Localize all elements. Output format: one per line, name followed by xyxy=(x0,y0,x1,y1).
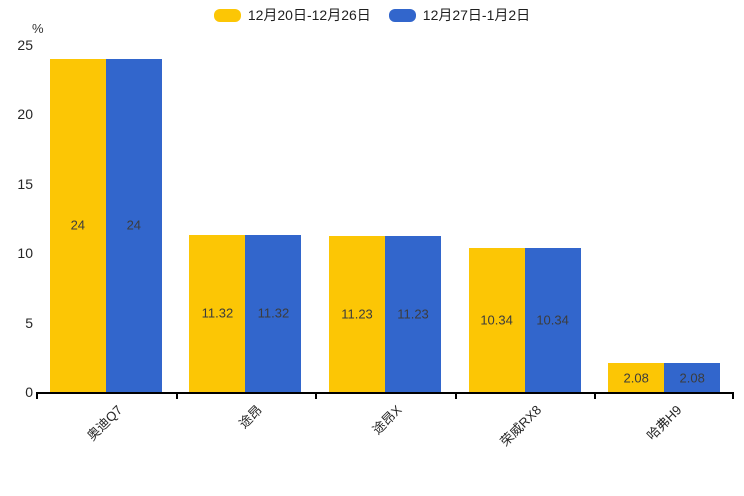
y-axis-tick-label: 5 xyxy=(25,314,33,331)
legend-swatch-week2-icon xyxy=(388,8,416,22)
y-axis-tick-label: 10 xyxy=(17,245,33,262)
y-axis-unit-label: % xyxy=(32,21,44,36)
x-axis-tick xyxy=(175,392,178,399)
x-axis-line xyxy=(36,392,734,394)
legend-label-week2: 12月27日-1月2日 xyxy=(422,7,531,23)
x-axis-tick xyxy=(454,392,457,399)
bar-哈弗H9-series2 xyxy=(664,363,721,392)
bar-value-label: 10.34 xyxy=(536,312,569,328)
x-axis-category-label: 途昂X xyxy=(369,402,405,438)
bar-途昂X-series1 xyxy=(329,236,385,392)
y-axis-tick-label: 25 xyxy=(17,37,33,53)
legend-item-week1[interactable]: 12月20日-12月26日 xyxy=(213,7,371,23)
legend-item-week2[interactable]: 12月27日-1月2日 xyxy=(388,7,531,23)
bar-value-label: 11.32 xyxy=(257,305,290,321)
x-axis-category-label: 途昂 xyxy=(236,402,266,432)
bar-value-label: 24 xyxy=(126,217,142,233)
bar-value-label: 11.23 xyxy=(397,306,429,322)
bar-哈弗H9-series1 xyxy=(608,363,665,392)
bar-value-label: 11.23 xyxy=(341,306,373,322)
bar-途昂-series2 xyxy=(245,234,302,392)
bar-value-label: 10.34 xyxy=(480,312,513,328)
bar-荣威RX8-series1 xyxy=(468,248,525,392)
bar-value-label: 2.08 xyxy=(679,370,705,386)
x-axis-tick xyxy=(594,392,597,399)
bar-value-label: 11.32 xyxy=(201,305,234,321)
legend-swatch-week1-icon xyxy=(213,8,241,22)
legend-label-week1: 12月20日-12月26日 xyxy=(247,7,371,23)
x-axis-tick xyxy=(732,392,734,399)
bar-奥迪Q7-series1 xyxy=(49,58,106,392)
x-axis-category-label: 奥迪Q7 xyxy=(84,402,126,444)
y-axis-tick-label: 15 xyxy=(17,175,33,192)
bar-途昂X-series2 xyxy=(385,236,441,392)
bar-value-label: 24 xyxy=(70,217,86,233)
y-axis-tick-label: 20 xyxy=(17,106,33,123)
bar-途昂-series1 xyxy=(189,234,246,392)
bar-奥迪Q7-series2 xyxy=(105,58,162,392)
bar-value-label: 2.08 xyxy=(623,370,649,386)
y-axis-tick-label: 0 xyxy=(25,384,33,400)
x-axis-tick xyxy=(36,392,38,399)
x-axis-category-label: 哈弗H9 xyxy=(643,402,685,444)
bar-荣威RX8-series2 xyxy=(524,248,581,392)
x-axis-tick xyxy=(315,392,318,399)
x-axis-category-label: 荣威RX8 xyxy=(497,402,545,450)
chart-legend: 12月20日-12月26日 12月27日-1月2日 xyxy=(0,8,744,22)
